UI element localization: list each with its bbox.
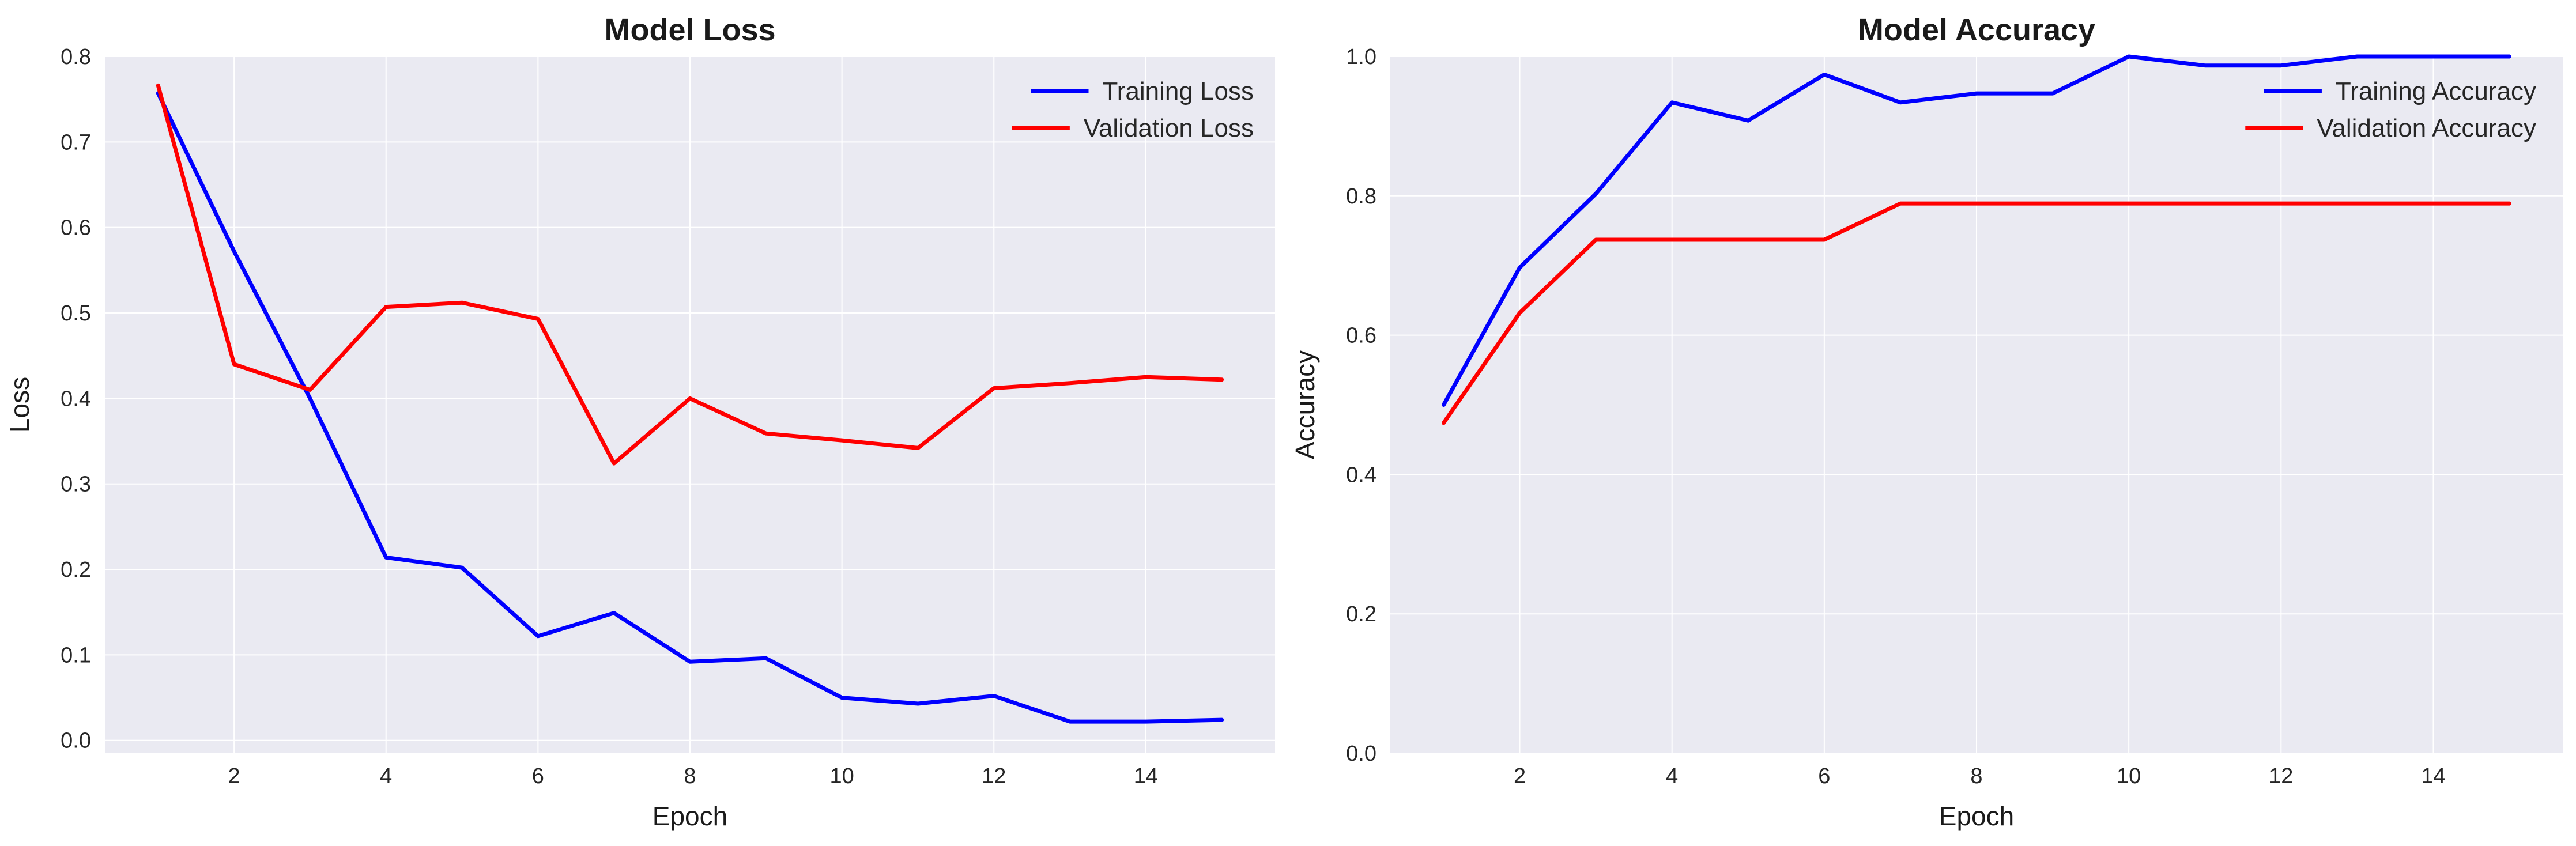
y-tick-label: 0.2 <box>61 558 91 582</box>
series-line-training-loss <box>156 91 1224 724</box>
y-tick-label: 0.0 <box>1346 742 1376 766</box>
x-tick-label: 14 <box>2421 764 2445 788</box>
y-tick-label: 0.3 <box>61 473 91 497</box>
legend-label: Validation Loss <box>1084 114 1254 142</box>
x-tick-label: 10 <box>829 764 854 788</box>
series-line-training-accuracy <box>1442 54 2511 407</box>
x-tick-label: 12 <box>982 764 1006 788</box>
x-tick-label: 8 <box>684 764 696 788</box>
y-axis-label: Loss <box>5 377 35 433</box>
legend: Training Loss Validation Loss <box>1012 77 1254 142</box>
y-tick-label: 0.0 <box>61 729 91 753</box>
legend-label: Training Accuracy <box>2336 77 2536 105</box>
x-tick-label: 14 <box>1134 764 1158 788</box>
y-tick-label: 0.7 <box>61 130 91 154</box>
y-tick-label: 0.4 <box>61 387 91 411</box>
x-axis-label: Epoch <box>653 801 727 831</box>
x-tick-label: 8 <box>1970 764 1982 788</box>
y-tick-label: 0.8 <box>1346 184 1376 209</box>
series-line-validation-accuracy <box>1442 201 2511 425</box>
x-tick-label: 4 <box>380 764 392 788</box>
panel-loss: 2 4 6 8 10 12 14 0.0 0.1 0.2 0.3 0.4 0.5 0.6 0.7 0.8 Mod… <box>5 13 1275 831</box>
y-tick-label: 0.5 <box>61 301 91 326</box>
chart-title: Model Loss <box>604 13 775 47</box>
series-line-validation-loss <box>156 83 1224 466</box>
x-tick-label: 6 <box>532 764 544 788</box>
y-tick-label: 0.8 <box>61 45 91 69</box>
panel-accuracy: 2 4 6 8 10 12 14 0.0 0.2 0.4 0.6 0.8 1.0 Model Accura… <box>1290 13 2563 831</box>
y-tick-label: 0.6 <box>1346 324 1376 348</box>
y-tick-label: 1.0 <box>1346 45 1376 69</box>
legend-label: Validation Accuracy <box>2317 114 2536 142</box>
x-tick-label: 6 <box>1818 764 1830 788</box>
x-tick-label: 12 <box>2269 764 2293 788</box>
x-axis-label: Epoch <box>1939 801 2014 831</box>
legend: Training Accuracy Validation Accuracy <box>2245 77 2536 142</box>
y-axis-label: Accuracy <box>1290 350 1320 459</box>
x-tick-label: 2 <box>1514 764 1526 788</box>
y-tick-label: 0.6 <box>61 216 91 240</box>
y-tick-label: 0.2 <box>1346 602 1376 626</box>
x-tick-label: 10 <box>2117 764 2141 788</box>
y-tick-label: 0.4 <box>1346 463 1376 487</box>
x-tick-label: 2 <box>228 764 240 788</box>
legend-label: Training Loss <box>1103 77 1254 105</box>
chart-title: Model Accuracy <box>1858 13 2095 47</box>
x-tick-label: 4 <box>1666 764 1678 788</box>
y-tick-label: 0.1 <box>61 643 91 667</box>
